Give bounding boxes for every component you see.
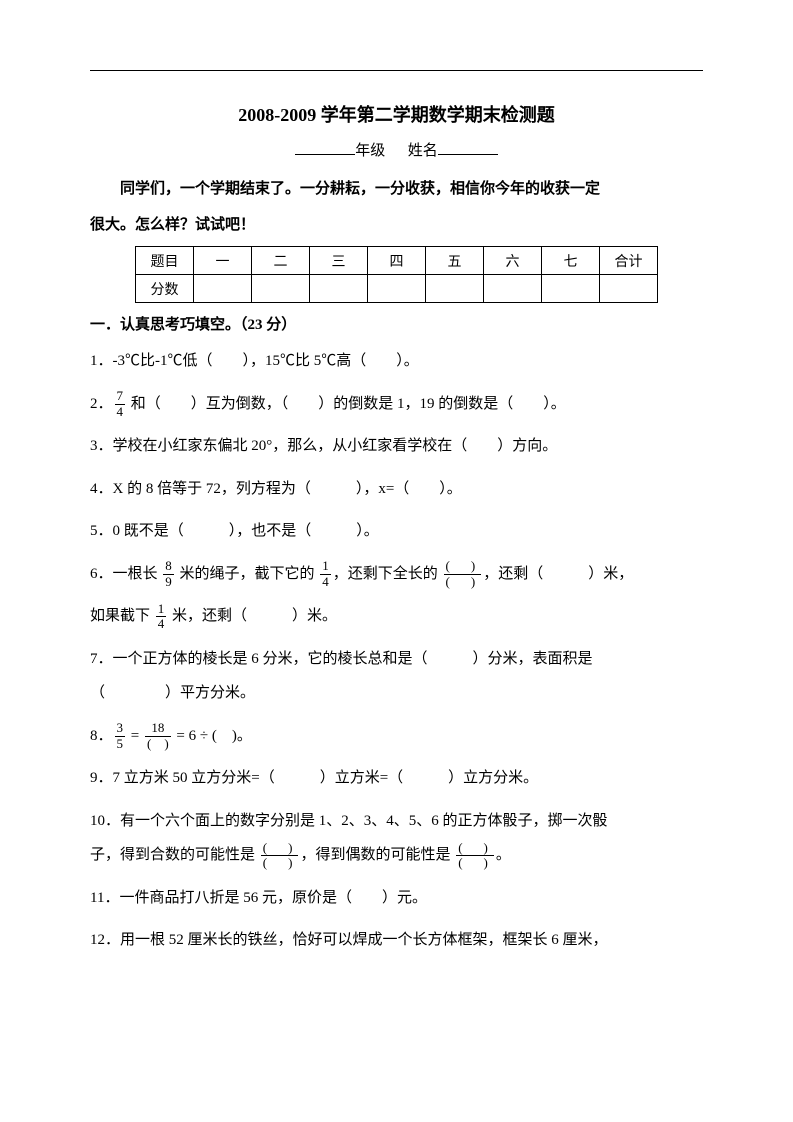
question-7: 7．一个正方体的棱长是 6 分米，它的棱长总和是（ ）分米，表面积是 (90, 642, 703, 677)
grade-label: 年级 (355, 143, 385, 159)
question-9: 9．7 立方米 50 立方分米=（ ）立方米=（ ）立方分米。 (90, 761, 703, 796)
score-cell[interactable] (542, 275, 600, 303)
header-rule (90, 70, 703, 71)
q10b-prefix: 子，得到合数的可能性是 (90, 847, 259, 863)
question-1: 1．-3℃比-1℃低（ ），15℃比 5℃高（ ）。 (90, 344, 703, 379)
fraction-1-4: 14 (320, 559, 331, 589)
question-4: 4．X 的 8 倍等于 72，列方程为（ ），x=（ ）。 (90, 472, 703, 507)
q6-prefix: 6．一根长 (90, 566, 161, 582)
q6-mid3: ，还剩（ ）米， (483, 566, 633, 582)
grade-blank[interactable] (295, 137, 355, 155)
score-header-cell: 七 (542, 247, 600, 275)
score-cell[interactable] (600, 275, 658, 303)
question-6: 6．一根长 89 米的绳子，截下它的 14，还剩下全长的 ( )( )，还剩（ … (90, 557, 703, 592)
q2-rest: 和（ ）互为倒数，（ ）的倒数是 1，19 的倒数是（ ）。 (127, 396, 566, 412)
student-info-line: 年级 姓名 (90, 137, 703, 160)
q6b-prefix: 如果截下 (90, 608, 154, 624)
score-header-cell: 六 (484, 247, 542, 275)
score-cell[interactable] (310, 275, 368, 303)
fraction-7-4: 74 (115, 389, 126, 419)
q2-prefix: 2． (90, 396, 113, 412)
q8-eq1: = (127, 728, 143, 744)
fraction-1-4b: 14 (156, 602, 167, 632)
q8-prefix: 8． (90, 728, 113, 744)
fraction-blank: ( )( ) (444, 559, 482, 589)
score-header-cell: 五 (426, 247, 484, 275)
fraction-8-9: 89 (163, 559, 174, 589)
question-6b: 如果截下 14 米，还剩（ ）米。 (90, 599, 703, 634)
name-label: 姓名 (408, 143, 438, 159)
fraction-blank-3: ( )( ) (456, 841, 494, 871)
q10b-mid: ，得到偶数的可能性是 (300, 847, 454, 863)
question-7b: （ ）平方分米。 (90, 676, 703, 711)
document-title: 2008-2009 学年第二学期数学期末检测题 (90, 101, 703, 127)
fraction-3-5: 35 (115, 721, 126, 751)
q10b-end: 。 (496, 847, 511, 863)
question-3: 3．学校在小红家东偏北 20°，那么，从小红家看学校在（ ）方向。 (90, 429, 703, 464)
section-1-title: 一．认真思考巧填空。（23 分） (90, 313, 703, 334)
name-blank[interactable] (438, 137, 498, 155)
score-header-cell: 合计 (600, 247, 658, 275)
score-cell[interactable] (426, 275, 484, 303)
q6-mid1: 米的绳子，截下它的 (176, 566, 319, 582)
question-5: 5．0 既不是（ ），也不是（ ）。 (90, 514, 703, 549)
score-value-row: 分数 (136, 275, 658, 303)
score-cell[interactable] (368, 275, 426, 303)
q6-mid2: ，还剩下全长的 (333, 566, 442, 582)
score-header-cell: 二 (252, 247, 310, 275)
score-table: 题目 一 二 三 四 五 六 七 合计 分数 (135, 246, 658, 303)
score-header-cell: 一 (194, 247, 252, 275)
fraction-18-blank: 18( ) (145, 721, 171, 751)
question-2: 2．74 和（ ）互为倒数，（ ）的倒数是 1，19 的倒数是（ ）。 (90, 387, 703, 422)
q8-rest: = 6 ÷ ( )。 (173, 728, 252, 744)
score-row-label: 分数 (136, 275, 194, 303)
score-cell[interactable] (194, 275, 252, 303)
score-header-row: 题目 一 二 三 四 五 六 七 合计 (136, 247, 658, 275)
score-cell[interactable] (484, 275, 542, 303)
question-11: 11．一件商品打八折是 56 元，原价是（ ）元。 (90, 881, 703, 916)
fraction-blank-2: ( )( ) (261, 841, 299, 871)
score-header-cell: 三 (310, 247, 368, 275)
score-header-cell: 四 (368, 247, 426, 275)
question-10a: 10．有一个六个面上的数字分别是 1、2、3、4、5、6 的正方体骰子，掷一次骰 (90, 804, 703, 839)
question-10b: 子，得到合数的可能性是 ( )( )，得到偶数的可能性是 ( )( )。 (90, 838, 703, 873)
intro-line-1: 同学们，一个学期结束了。一分耕耘，一分收获，相信你今年的收获一定 (90, 174, 703, 204)
score-cell[interactable] (252, 275, 310, 303)
q6b-rest: 米，还剩（ ）米。 (168, 608, 337, 624)
score-header-cell: 题目 (136, 247, 194, 275)
question-12: 12．用一根 52 厘米长的铁丝，恰好可以焊成一个长方体框架，框架长 6 厘米， (90, 923, 703, 958)
intro-line-2: 很大。怎么样？试试吧！ (90, 210, 703, 240)
question-8: 8．35 = 18( ) = 6 ÷ ( )。 (90, 719, 703, 754)
